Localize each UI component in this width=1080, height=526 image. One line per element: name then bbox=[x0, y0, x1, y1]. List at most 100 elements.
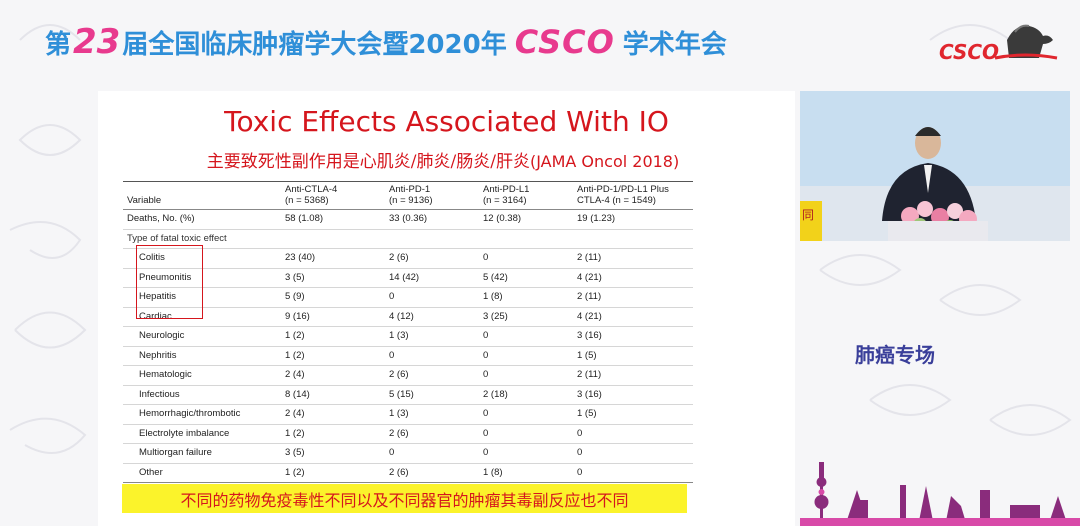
header-combination-n: CTLA-4 (n = 1549) bbox=[577, 195, 656, 206]
header-combination-name: Anti-PD-1/PD-L1 Plus bbox=[577, 184, 669, 195]
podium-sign-text: 同 bbox=[802, 208, 815, 222]
cell-combination: 3 (16) bbox=[573, 326, 693, 347]
table-row: Type of fatal toxic effect bbox=[123, 229, 693, 249]
cell-pd1: 2 (6) bbox=[385, 365, 479, 386]
cell-combination: 19 (1.23) bbox=[573, 209, 693, 230]
cell-pd1: 1 (3) bbox=[385, 404, 479, 425]
cell-combination: 3 (16) bbox=[573, 385, 693, 405]
cell-pd1: 14 (42) bbox=[385, 268, 479, 288]
cell-combination: 0 bbox=[573, 463, 693, 483]
cell-ctla4: 2 (4) bbox=[281, 365, 385, 386]
city-skyline-icon bbox=[800, 462, 1080, 526]
csco-emblem-icon bbox=[994, 24, 1058, 60]
row-label: Other bbox=[123, 463, 281, 483]
cell-pd1: 1 (3) bbox=[385, 326, 479, 347]
table-row: Pneumonitis 3 (5) 14 (42) 5 (42) 4 (21) bbox=[123, 268, 693, 288]
cell-ctla4: 3 (5) bbox=[281, 443, 385, 464]
cell-pdl1: 0 bbox=[479, 404, 573, 425]
cell-combination: 4 (21) bbox=[573, 268, 693, 288]
row-label: Multiorgan failure bbox=[123, 443, 281, 464]
table-row: Hemorrhagic/thrombotic 2 (4) 1 (3) 0 1 (… bbox=[123, 404, 693, 425]
row-label: Electrolyte imbalance bbox=[123, 424, 281, 444]
title-brand: CSCO bbox=[514, 23, 615, 61]
header-anti-pdl1-n: (n = 3164) bbox=[483, 195, 527, 206]
title-middle: 届全国临床肿瘤学大会暨2020年 bbox=[122, 30, 507, 60]
cell-combination: 1 (5) bbox=[573, 404, 693, 425]
cell-ctla4: 9 (16) bbox=[281, 307, 385, 327]
title-suffix: 学术年会 bbox=[622, 30, 727, 60]
cell-ctla4: 1 (2) bbox=[281, 463, 385, 483]
conference-title: 第 23 届全国临床肿瘤学大会暨2020年 CSCO 学术年会 bbox=[45, 22, 727, 72]
cell-pd1: 2 (6) bbox=[385, 463, 479, 483]
cell-pdl1: 0 bbox=[479, 365, 573, 386]
table-row: Colitis 23 (40) 2 (6) 0 2 (11) bbox=[123, 248, 693, 269]
table-row: Infectious 8 (14) 5 (15) 2 (18) 3 (16) bbox=[123, 385, 693, 405]
subtitle-source: (JAMA Oncol 2018) bbox=[529, 152, 680, 171]
header-anti-ctla4-n: (n = 5368) bbox=[285, 195, 329, 206]
highlight-box bbox=[136, 245, 203, 319]
header-anti-pdl1-name: Anti-PD-L1 bbox=[483, 184, 530, 195]
header-anti-pd1-name: Anti-PD-1 bbox=[389, 184, 431, 195]
title-edition-number: 23 bbox=[73, 22, 121, 62]
cell-pdl1: 0 bbox=[479, 248, 573, 269]
row-label: Neurologic bbox=[123, 326, 281, 347]
cell-ctla4: 23 (40) bbox=[281, 248, 385, 269]
cell-pdl1: 0 bbox=[479, 443, 573, 464]
cell-pd1: 0 bbox=[385, 443, 479, 464]
table-row: Multiorgan failure 3 (5) 0 0 0 bbox=[123, 443, 693, 464]
cell-pd1: 0 bbox=[385, 287, 479, 308]
table-row: Neurologic 1 (2) 1 (3) 0 3 (16) bbox=[123, 326, 693, 347]
header-anti-pd1-n: (n = 9136) bbox=[389, 195, 433, 206]
table-row: Other 1 (2) 2 (6) 1 (8) 0 bbox=[123, 463, 693, 483]
cell-ctla4: 8 (14) bbox=[281, 385, 385, 405]
cell-combination: 0 bbox=[573, 424, 693, 444]
toxicity-table: Variable Anti-CTLA-4 (n = 5368) Anti-PD-1… bbox=[123, 181, 693, 483]
table-row: Hepatitis 5 (9) 0 1 (8) 2 (11) bbox=[123, 287, 693, 308]
row-label: Hematologic bbox=[123, 365, 281, 386]
cell-combination: 4 (21) bbox=[573, 307, 693, 327]
cell-combination: 0 bbox=[573, 443, 693, 464]
row-label: Deaths, No. (%) bbox=[123, 209, 281, 230]
cell-ctla4: 58 (1.08) bbox=[281, 209, 385, 230]
cell-pdl1: 2 (18) bbox=[479, 385, 573, 405]
conference-header: 第 23 届全国临床肿瘤学大会暨2020年 CSCO 学术年会 CSCO bbox=[0, 0, 1080, 88]
table-row: Electrolyte imbalance 1 (2) 2 (6) 0 0 bbox=[123, 424, 693, 444]
table-row: Deaths, No. (%) 58 (1.08) 33 (0.36) 12 (… bbox=[123, 209, 693, 230]
header-anti-ctla4: Anti-CTLA-4 (n = 5368) bbox=[281, 181, 385, 210]
header-anti-ctla4-name: Anti-CTLA-4 bbox=[285, 184, 338, 195]
cell-pdl1: 1 (8) bbox=[479, 287, 573, 308]
title-prefix: 第 bbox=[45, 30, 72, 60]
header-combination: Anti-PD-1/PD-L1 Plus CTLA-4 (n = 1549) bbox=[573, 181, 693, 210]
table-row: Hematologic 2 (4) 2 (6) 0 2 (11) bbox=[123, 365, 693, 386]
header-anti-pd1: Anti-PD-1 (n = 9136) bbox=[385, 181, 479, 210]
row-label: Nephritis bbox=[123, 346, 281, 366]
cell-pdl1: 0 bbox=[479, 346, 573, 366]
cell-pdl1: 1 (8) bbox=[479, 463, 573, 483]
cell-combination: 2 (11) bbox=[573, 365, 693, 386]
speaker-video: 同 bbox=[800, 91, 1070, 241]
speaker-video-frame bbox=[800, 91, 1070, 241]
cell-ctla4: 5 (9) bbox=[281, 287, 385, 308]
table-row: Cardiac 9 (16) 4 (12) 3 (25) 4 (21) bbox=[123, 307, 693, 327]
cell-ctla4: 1 (2) bbox=[281, 346, 385, 366]
header-variable: Variable bbox=[123, 181, 281, 210]
cell-combination: 2 (11) bbox=[573, 248, 693, 269]
cell-pd1: 33 (0.36) bbox=[385, 209, 479, 230]
cell-combination: 2 (11) bbox=[573, 287, 693, 308]
slide-title: Toxic Effects Associated With IO bbox=[224, 105, 669, 138]
table-header-row: Variable Anti-CTLA-4 (n = 5368) Anti-PD-1… bbox=[123, 181, 693, 210]
row-label: Infectious bbox=[123, 385, 281, 405]
cell-pdl1: 0 bbox=[479, 326, 573, 347]
csco-logo: CSCO bbox=[935, 18, 1060, 68]
row-label: Hemorrhagic/thrombotic bbox=[123, 404, 281, 425]
slide-subtitle: 主要致死性副作用是心肌炎/肺炎/肠炎/肝炎(JAMA Oncol 2018) bbox=[133, 147, 753, 172]
logo-text: CSCO bbox=[939, 40, 1000, 64]
cell-pdl1: 0 bbox=[479, 424, 573, 444]
cell-pd1: 0 bbox=[385, 346, 479, 366]
cell-pd1: 5 (15) bbox=[385, 385, 479, 405]
cell-ctla4: 1 (2) bbox=[281, 326, 385, 347]
cell-pd1: 4 (12) bbox=[385, 307, 479, 327]
subtitle-chinese: 主要致死性副作用是心肌炎/肺炎/肠炎/肝炎 bbox=[206, 152, 530, 172]
table-row: Nephritis 1 (2) 0 0 1 (5) bbox=[123, 346, 693, 366]
cell-combination: 1 (5) bbox=[573, 346, 693, 366]
